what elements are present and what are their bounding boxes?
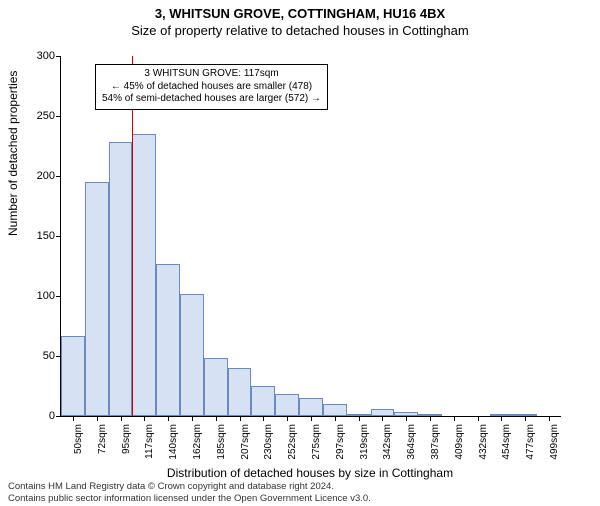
xtick-label: 72sqm: [97, 424, 108, 464]
xtick-label: 432sqm: [478, 424, 489, 464]
xtick-mark: [240, 416, 241, 421]
ytick-label: 50: [21, 350, 55, 362]
annotation-line3: 54% of semi-detached houses are larger (…: [102, 93, 321, 106]
xtick-label: 207sqm: [240, 424, 251, 464]
histogram-bar: [371, 409, 395, 416]
ytick-label: 100: [21, 290, 55, 302]
xtick-mark: [406, 416, 407, 421]
xtick-label: 140sqm: [168, 424, 179, 464]
xtick-label: 275sqm: [311, 424, 322, 464]
histogram-bar: [299, 398, 323, 416]
xtick-mark: [263, 416, 264, 421]
chart-title: 3, WHITSUN GROVE, COTTINGHAM, HU16 4BX: [0, 6, 600, 21]
xtick-label: 95sqm: [121, 424, 132, 464]
xtick-mark: [144, 416, 145, 421]
ytick-mark: [56, 296, 61, 297]
annotation-line1: 3 WHITSUN GROVE: 117sqm: [102, 68, 321, 81]
footer-line2: Contains public sector information licen…: [8, 493, 371, 504]
xtick-mark: [549, 416, 550, 421]
xtick-mark: [311, 416, 312, 421]
ytick-mark: [56, 116, 61, 117]
xtick-label: 477sqm: [525, 424, 536, 464]
ytick-label: 150: [21, 230, 55, 242]
histogram-bar: [275, 394, 299, 416]
histogram-bar: [85, 182, 109, 416]
xtick-mark: [359, 416, 360, 421]
xtick-mark: [216, 416, 217, 421]
histogram-bar: [180, 294, 204, 416]
xtick-label: 409sqm: [454, 424, 465, 464]
xtick-label: 162sqm: [192, 424, 203, 464]
y-axis-label: Number of detached properties: [6, 71, 20, 236]
xtick-label: 185sqm: [216, 424, 227, 464]
xtick-label: 387sqm: [430, 424, 441, 464]
ytick-mark: [56, 56, 61, 57]
xtick-label: 252sqm: [287, 424, 298, 464]
ytick-label: 250: [21, 110, 55, 122]
histogram-bar: [132, 134, 156, 416]
marker-line: [132, 56, 133, 416]
xtick-label: 50sqm: [73, 424, 84, 464]
xtick-mark: [97, 416, 98, 421]
ytick-label: 200: [21, 170, 55, 182]
xtick-mark: [430, 416, 431, 421]
xtick-label: 319sqm: [359, 424, 370, 464]
xtick-mark: [454, 416, 455, 421]
plot-area: 05010015020025030050sqm72sqm95sqm117sqm1…: [60, 56, 561, 417]
ytick-mark: [56, 176, 61, 177]
xtick-mark: [121, 416, 122, 421]
xtick-mark: [168, 416, 169, 421]
xtick-label: 297sqm: [335, 424, 346, 464]
xtick-mark: [525, 416, 526, 421]
xtick-mark: [73, 416, 74, 421]
histogram-bar: [156, 264, 180, 416]
footer-line1: Contains HM Land Registry data © Crown c…: [8, 481, 371, 492]
ytick-mark: [56, 416, 61, 417]
histogram-bar: [204, 358, 228, 416]
xtick-mark: [287, 416, 288, 421]
xtick-mark: [192, 416, 193, 421]
xtick-label: 364sqm: [406, 424, 417, 464]
annotation-line2: ← 45% of detached houses are smaller (47…: [102, 81, 321, 94]
xtick-mark: [335, 416, 336, 421]
ytick-label: 300: [21, 50, 55, 62]
xtick-label: 342sqm: [382, 424, 393, 464]
histogram-bar: [228, 368, 252, 416]
xtick-label: 230sqm: [263, 424, 274, 464]
x-axis-label: Distribution of detached houses by size …: [60, 466, 560, 480]
xtick-label: 499sqm: [549, 424, 560, 464]
ytick-label: 0: [21, 410, 55, 422]
xtick-label: 117sqm: [144, 424, 155, 464]
xtick-label: 454sqm: [501, 424, 512, 464]
xtick-mark: [478, 416, 479, 421]
histogram-bar: [251, 386, 275, 416]
histogram-bar: [109, 142, 133, 416]
xtick-mark: [382, 416, 383, 421]
histogram-bar: [323, 404, 347, 416]
xtick-mark: [501, 416, 502, 421]
chart-subtitle: Size of property relative to detached ho…: [0, 23, 600, 38]
footer-text: Contains HM Land Registry data © Crown c…: [8, 481, 371, 504]
histogram-bar: [61, 336, 85, 416]
ytick-mark: [56, 236, 61, 237]
annotation-box: 3 WHITSUN GROVE: 117sqm ← 45% of detache…: [95, 64, 328, 110]
